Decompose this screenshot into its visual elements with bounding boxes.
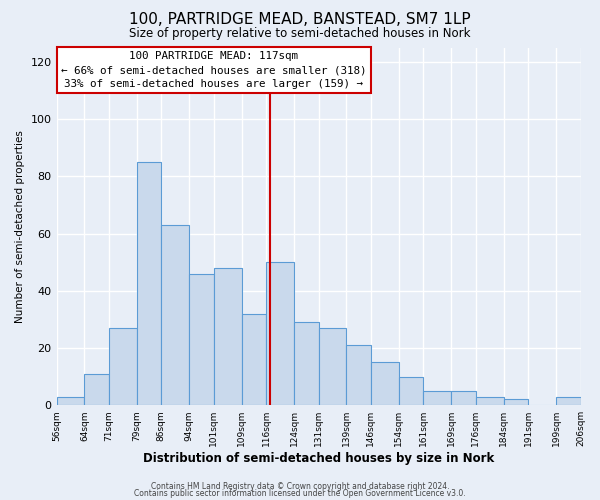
Bar (503, 400, 528, 405)
Bar (294, 322, 319, 405)
Bar (476, 396, 503, 405)
X-axis label: Distribution of semi-detached houses by size in Nork: Distribution of semi-detached houses by … (143, 452, 494, 465)
Bar (85, 374, 109, 405)
Text: 100, PARTRIDGE MEAD, BANSTEAD, SM7 1LP: 100, PARTRIDGE MEAD, BANSTEAD, SM7 1LP (129, 12, 471, 28)
Y-axis label: Number of semi-detached properties: Number of semi-detached properties (15, 130, 25, 323)
Bar (346, 345, 371, 405)
Bar (242, 314, 266, 405)
Bar (556, 396, 581, 405)
Bar (399, 376, 424, 405)
Bar (214, 268, 242, 405)
Bar (371, 362, 399, 405)
Bar (451, 391, 476, 405)
Bar (424, 391, 451, 405)
Bar (161, 225, 189, 405)
Text: 100 PARTRIDGE MEAD: 117sqm
← 66% of semi-detached houses are smaller (318)
33% o: 100 PARTRIDGE MEAD: 117sqm ← 66% of semi… (61, 51, 367, 89)
Bar (266, 262, 294, 405)
Text: Contains HM Land Registry data © Crown copyright and database right 2024.: Contains HM Land Registry data © Crown c… (151, 482, 449, 491)
Bar (189, 274, 214, 405)
Bar (137, 162, 161, 405)
Bar (319, 328, 346, 405)
Bar (56, 396, 85, 405)
Text: Size of property relative to semi-detached houses in Nork: Size of property relative to semi-detach… (129, 28, 471, 40)
Bar (109, 328, 137, 405)
Text: Contains public sector information licensed under the Open Government Licence v3: Contains public sector information licen… (134, 489, 466, 498)
